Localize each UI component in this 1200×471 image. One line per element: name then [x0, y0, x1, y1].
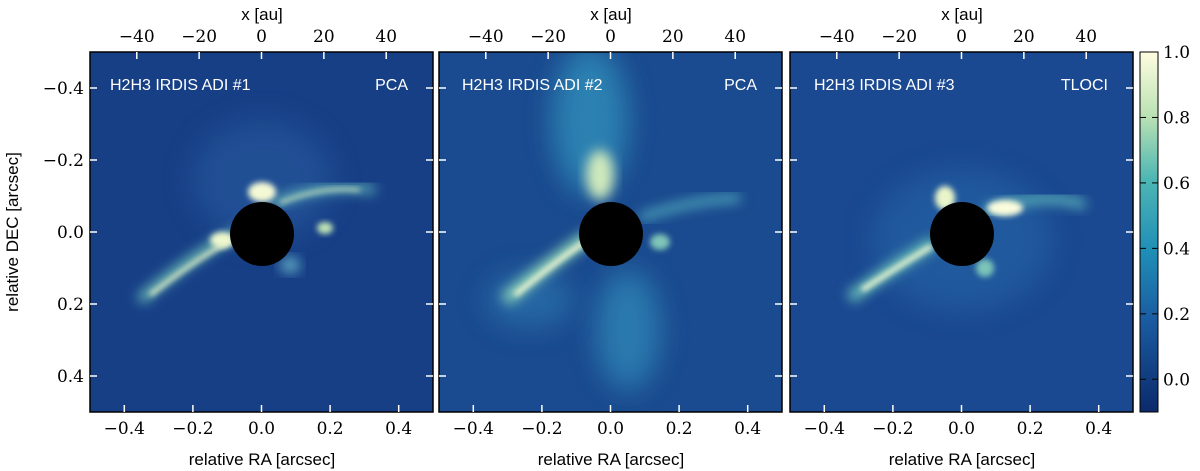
- panel-3: H2H3 IRDIS ADI #3 TLOCI: [789, 51, 1134, 413]
- colorbar-tick-label: 0.0: [1163, 370, 1190, 390]
- top-tick-label: 0: [256, 27, 267, 47]
- axis-ticks: [90, 52, 1133, 412]
- coronagraph-mask: [230, 202, 294, 266]
- top-tick-label: −40: [468, 27, 504, 47]
- coronagraph-mask: [930, 202, 994, 266]
- panel-2: H2H3 IRDIS ADI #2 PCA: [438, 51, 783, 413]
- x-axis-title-2: relative RA [arcsec]: [538, 450, 684, 469]
- x-tick-label: 0.4: [734, 419, 761, 439]
- panel-1: H2H3 IRDIS ADI #1 PCA: [89, 51, 434, 413]
- x-tick-label: 0.4: [1085, 419, 1112, 439]
- panel-2-label-left: H2H3 IRDIS ADI #2: [462, 77, 603, 94]
- x-tick-label: 0.4: [385, 419, 412, 439]
- x-tick-label: 0.0: [248, 419, 275, 439]
- top-tick-label: 40: [1075, 27, 1097, 47]
- x-tick-label: −0.4: [804, 419, 845, 439]
- x-tick-label: −0.2: [521, 419, 562, 439]
- x-tick-label: 0.2: [1017, 419, 1044, 439]
- x-tick-label: −0.4: [104, 419, 145, 439]
- top-axis-title-3: x [au]: [941, 5, 983, 24]
- panel-1-label-left: H2H3 IRDIS ADI #1: [110, 77, 251, 94]
- x-axis-title-1: relative RA [arcsec]: [189, 450, 335, 469]
- x-tick-label: −0.4: [453, 419, 494, 439]
- top-axis-title-1: x [au]: [241, 5, 283, 24]
- top-tick-label: −20: [181, 27, 217, 47]
- colorbar: 1.0 0.8 0.6 0.4 0.2 0.0: [1139, 43, 1190, 413]
- top-tick-label: −40: [819, 27, 855, 47]
- x-tick-label: −0.2: [872, 419, 913, 439]
- colorbar-tick-label: 1.0: [1163, 43, 1190, 63]
- x-tick-label: 0.2: [666, 419, 693, 439]
- top-tick-label: 40: [375, 27, 397, 47]
- x-tick-label: 0.2: [317, 419, 344, 439]
- y-tick-label: −0.2: [43, 151, 84, 171]
- top-tick-label: 20: [662, 27, 684, 47]
- panel-3-label-right: TLOCI: [1061, 77, 1108, 94]
- y-tick-label: 0.4: [57, 367, 84, 387]
- top-tick-label: −20: [530, 27, 566, 47]
- x-axis-title-3: relative RA [arcsec]: [889, 450, 1035, 469]
- colorbar-gradient: [1139, 51, 1159, 413]
- colorbar-tick-label: 0.2: [1163, 305, 1190, 325]
- panel-2-label-right: PCA: [724, 77, 757, 94]
- x-tick-label: 0.0: [948, 419, 975, 439]
- panel-1-label-right: PCA: [375, 77, 408, 94]
- top-tick-label: −40: [119, 27, 155, 47]
- top-tick-label: 40: [724, 27, 746, 47]
- y-tick-label: −0.4: [43, 79, 84, 99]
- x-tick-label: 0.0: [597, 419, 624, 439]
- colorbar-tick-label: 0.8: [1163, 108, 1190, 128]
- top-tick-label: 0: [605, 27, 616, 47]
- colorbar-tick-label: 0.6: [1163, 174, 1190, 194]
- coronagraph-mask: [579, 202, 643, 266]
- top-tick-label: 20: [313, 27, 335, 47]
- y-tick-label: 0.2: [57, 295, 84, 315]
- top-tick-label: −20: [881, 27, 917, 47]
- x-tick-label: −0.2: [172, 419, 213, 439]
- y-tick-label: 0.0: [57, 223, 84, 243]
- top-tick-label: 20: [1013, 27, 1035, 47]
- axis-tick-labels: −0.4 −0.2 0.0 0.2 0.4 −40 −20 0 20 40 0.4 0.2 0.0 −0.…: [43, 27, 1113, 439]
- top-axis-title-2: x [au]: [590, 5, 632, 24]
- colorbar-ticks: 1.0 0.8 0.6 0.4 0.2 0.0: [1140, 43, 1190, 390]
- y-axis-title: relative DEC [arcsec]: [3, 152, 22, 312]
- panel-3-label-left: H2H3 IRDIS ADI #3: [814, 77, 955, 94]
- top-tick-label: 0: [956, 27, 967, 47]
- panel-2-emission: [485, 52, 741, 390]
- colorbar-tick-label: 0.4: [1163, 239, 1190, 259]
